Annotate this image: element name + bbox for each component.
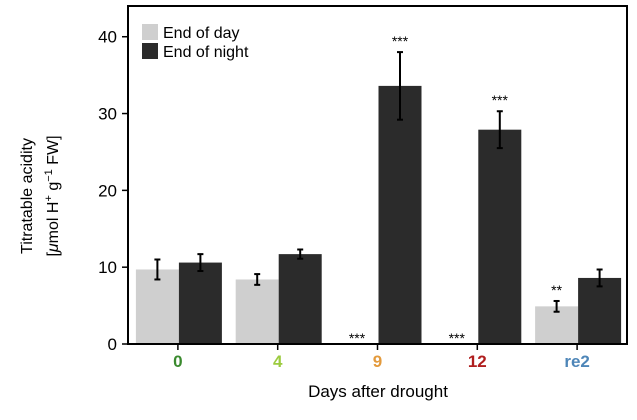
- x-tick-label-re2: re2: [564, 352, 590, 371]
- ylabel-mu: μ: [45, 243, 62, 253]
- x-tick-label-0: 0: [173, 352, 182, 371]
- significance-label-9-1: ***: [392, 33, 409, 49]
- significance-label-re2-0: **: [551, 282, 562, 298]
- legend: End of day End of night: [142, 24, 249, 61]
- axis-layer: 0 4 9 12 re2 0 10 20 30 40: [98, 5, 628, 371]
- legend-label-end-of-day: End of day: [163, 25, 240, 42]
- y-axis-title-line2: [μmol H+ g−1 FW]: [43, 135, 62, 256]
- bar-end-of-day-4: [235, 279, 279, 344]
- plot-layer: **************: [135, 33, 622, 346]
- bar-end-of-night-12: [478, 129, 522, 344]
- y-tick-label-40: 40: [98, 28, 117, 47]
- bar-end-of-night-4: [278, 254, 322, 344]
- significance-label-12-0: ***: [449, 330, 466, 346]
- y-tick-label-0: 0: [108, 335, 117, 354]
- y-axis-title-line1: Titratable acidity: [19, 138, 36, 254]
- significance-label-12-1: ***: [492, 92, 509, 108]
- bar-end-of-night-9: [378, 85, 422, 345]
- bar-end-of-night-re2: [578, 277, 622, 344]
- x-tick-label-9: 9: [373, 352, 382, 371]
- y-tick-label-30: 30: [98, 105, 117, 124]
- legend-swatch-end-of-night: [142, 43, 158, 59]
- x-tick-label-4: 4: [273, 352, 283, 371]
- legend-swatch-end-of-day: [142, 24, 158, 40]
- significance-label-9-0: ***: [349, 330, 366, 346]
- ylabel-superscript-minus-one: −1: [43, 169, 55, 182]
- ylabel-unit-mol-h: mol H: [45, 202, 62, 244]
- ylabel-unit-g: g: [45, 182, 62, 195]
- bar-end-of-night-0: [178, 262, 222, 344]
- bar-end-of-day-0: [135, 269, 179, 344]
- legend-label-end-of-night: End of night: [163, 44, 249, 61]
- ylabel-bracket-open: [: [45, 252, 62, 257]
- x-tick-label-12: 12: [468, 352, 487, 371]
- y-tick-label-20: 20: [98, 181, 117, 200]
- x-axis-title: Days after drought: [308, 382, 448, 401]
- y-axis-title: Titratable acidity [μmol H+ g−1 FW]: [19, 135, 62, 256]
- plot-frame: [127, 5, 628, 345]
- y-tick-label-10: 10: [98, 258, 117, 277]
- ylabel-unit-fw: FW]: [45, 135, 62, 169]
- ylabel-superscript-plus: +: [43, 195, 55, 201]
